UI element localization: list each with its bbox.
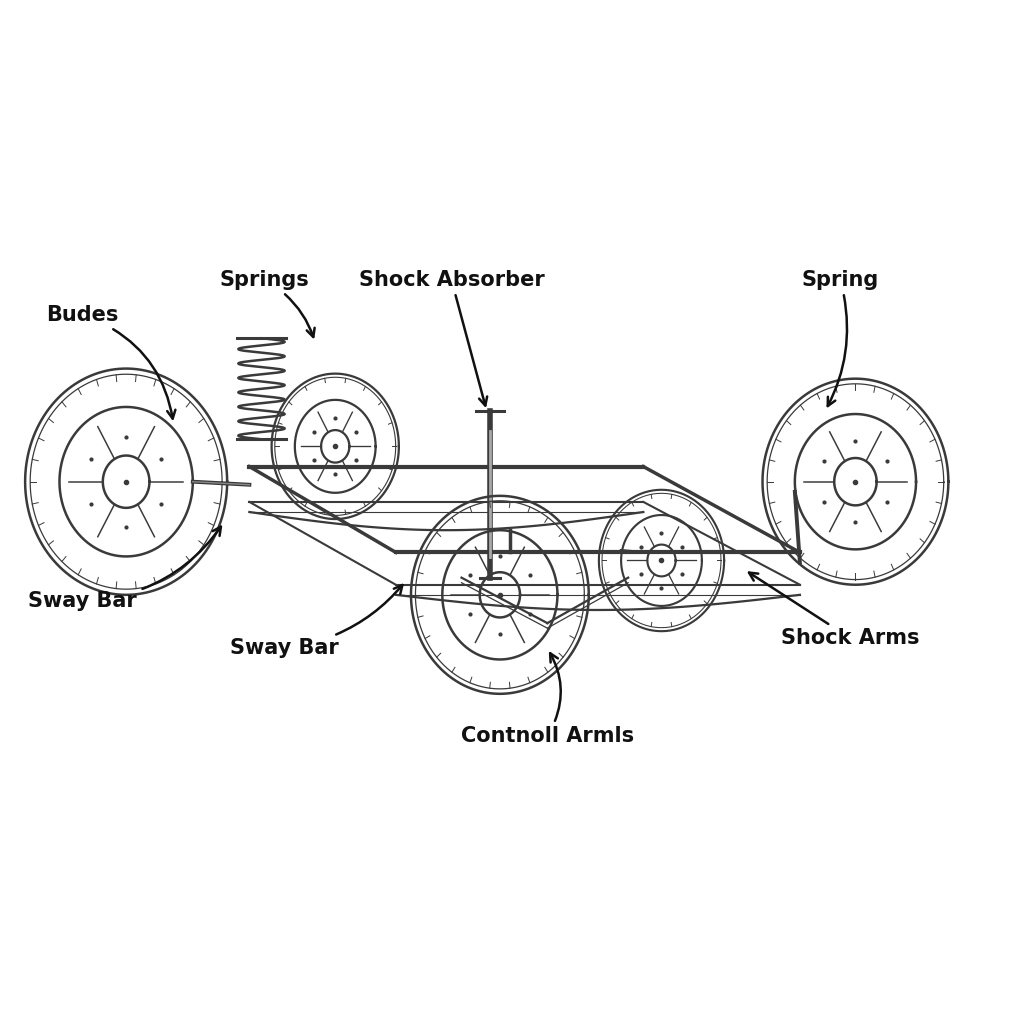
Text: Contnoll Armls: Contnoll Armls [461,653,634,746]
Text: Spring: Spring [802,269,879,407]
Text: Shock Absorber: Shock Absorber [358,269,545,406]
Text: Shock Arms: Shock Arms [749,572,920,648]
Text: Sway Bar: Sway Bar [29,526,221,611]
Text: Budes: Budes [46,305,175,419]
Text: Sway Bar: Sway Bar [230,585,402,658]
Text: Springs: Springs [219,269,314,337]
